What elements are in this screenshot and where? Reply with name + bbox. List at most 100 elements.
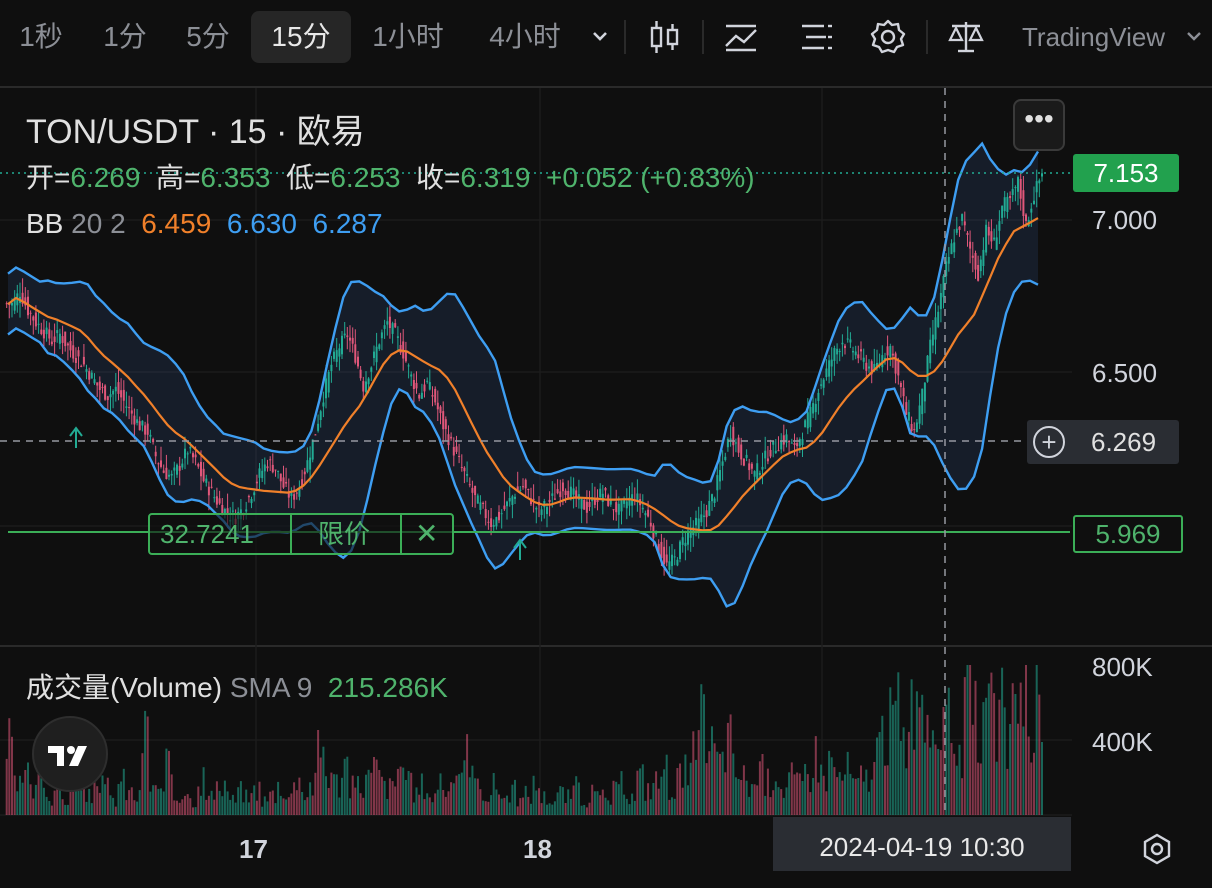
candle-body xyxy=(982,249,985,266)
layout-icon[interactable] xyxy=(798,16,838,58)
candle-body xyxy=(993,237,996,240)
chevron-down-icon[interactable] xyxy=(584,16,624,58)
volume-bar xyxy=(271,790,274,815)
volume-bar xyxy=(878,732,881,815)
volume-bar xyxy=(599,795,602,815)
candle-body xyxy=(277,470,280,472)
volume-bar xyxy=(756,785,759,815)
chevron-down-icon[interactable] xyxy=(1180,16,1212,58)
volume-bar xyxy=(793,774,796,815)
candle-body xyxy=(146,423,149,435)
volume-bar xyxy=(1011,683,1014,815)
candle-body xyxy=(891,353,894,356)
volume-bar xyxy=(335,774,338,815)
volume-bar xyxy=(660,776,663,815)
order-quantity[interactable]: 32.7241 xyxy=(160,519,254,549)
candle-body xyxy=(575,490,578,499)
price-axis-label: 6.500 xyxy=(1092,358,1158,388)
tradingview-logo[interactable] xyxy=(32,716,108,792)
volume-bar xyxy=(482,800,485,815)
candle-body xyxy=(923,382,926,402)
candle-body xyxy=(29,312,32,314)
candle-body xyxy=(141,420,144,426)
candle-body xyxy=(45,327,48,335)
candle-body xyxy=(628,497,631,506)
candle-body xyxy=(684,542,687,547)
candle-body xyxy=(774,450,777,453)
timeframe-4h[interactable]: 4小时 xyxy=(489,21,561,52)
volume-bar xyxy=(679,763,681,815)
bb-legend[interactable]: BB 20 2 6.459 6.630 6.287 xyxy=(26,208,383,240)
candle-body xyxy=(458,456,461,457)
candle-body xyxy=(862,357,865,362)
volume-bar xyxy=(269,791,272,815)
brand-label[interactable]: TradingView xyxy=(1022,22,1166,52)
candle-body xyxy=(346,335,349,337)
volume-bar xyxy=(788,772,791,815)
volume-bar xyxy=(114,806,117,815)
volume-bar xyxy=(476,778,479,815)
timeframe-5m[interactable]: 5分 xyxy=(186,21,230,52)
candle-body xyxy=(122,389,125,401)
volume-bar xyxy=(349,798,351,815)
limit-order-label[interactable]: 32.7241 限价 ✕ xyxy=(148,513,454,555)
candle-body xyxy=(870,361,873,375)
candle-body xyxy=(415,382,418,389)
timeframe-1h[interactable]: 1小时 xyxy=(372,21,444,52)
balance-icon[interactable] xyxy=(946,16,986,58)
volume-bar xyxy=(223,780,226,815)
bb-lower-value: 6.287 xyxy=(312,208,383,239)
candle-body xyxy=(966,232,969,235)
gear-icon[interactable] xyxy=(868,16,908,58)
volume-bar xyxy=(734,777,737,815)
more-options-button[interactable]: ••• xyxy=(1013,99,1065,151)
crosshair-price-tag[interactable]: + 6.269 xyxy=(1027,420,1179,464)
symbol-title[interactable]: TON/USDT · 15 · 欧易 xyxy=(26,113,365,151)
volume-legend[interactable]: 成交量(Volume) SMA 9 215.286K xyxy=(26,666,448,706)
candle-body xyxy=(13,297,16,311)
volume-bar xyxy=(796,772,799,815)
candle-body xyxy=(1038,180,1041,184)
volume-bar xyxy=(538,788,540,815)
pane-divider xyxy=(0,645,1212,647)
candle-body xyxy=(34,312,37,327)
volume-bar xyxy=(897,672,900,815)
candle-body xyxy=(902,387,905,397)
volume-bar xyxy=(711,726,713,815)
candle-body xyxy=(929,339,932,364)
add-alert-icon[interactable]: + xyxy=(1033,426,1065,458)
volume-bar xyxy=(165,748,168,815)
indicator-icon[interactable] xyxy=(722,16,762,58)
candle-body xyxy=(482,502,485,504)
volume-bar xyxy=(836,777,839,815)
bollinger-upper-line xyxy=(7,141,1040,484)
candle-body xyxy=(942,276,945,298)
volume-bar xyxy=(117,784,120,815)
volume-bar xyxy=(732,753,735,815)
volume-bar xyxy=(546,804,548,815)
timeframe-1s[interactable]: 1秒 xyxy=(19,21,63,52)
volume-bar xyxy=(740,780,743,815)
candle-body xyxy=(138,421,141,431)
candle-body xyxy=(338,348,341,357)
axis-settings-icon[interactable] xyxy=(1140,832,1174,866)
volume-bar xyxy=(772,790,775,815)
candlestick-icon[interactable] xyxy=(646,16,686,58)
volume-bar xyxy=(947,687,950,815)
volume-bar xyxy=(881,715,884,815)
volume-bar xyxy=(197,786,200,815)
candle-body xyxy=(769,450,772,457)
volume-bar xyxy=(593,791,596,815)
candle-body xyxy=(130,410,133,414)
volume-bar xyxy=(322,746,325,815)
order-type[interactable]: 限价 xyxy=(318,519,371,549)
candle-body xyxy=(854,351,857,356)
volume-bar xyxy=(585,807,588,815)
volume-bar xyxy=(921,694,924,815)
timeframe-1m[interactable]: 1分 xyxy=(103,21,147,52)
candle-body xyxy=(588,502,591,507)
volume-bar xyxy=(96,786,99,815)
timeframe-15m[interactable]: 15分 xyxy=(251,11,351,63)
cancel-order-button[interactable]: ✕ xyxy=(415,518,439,549)
